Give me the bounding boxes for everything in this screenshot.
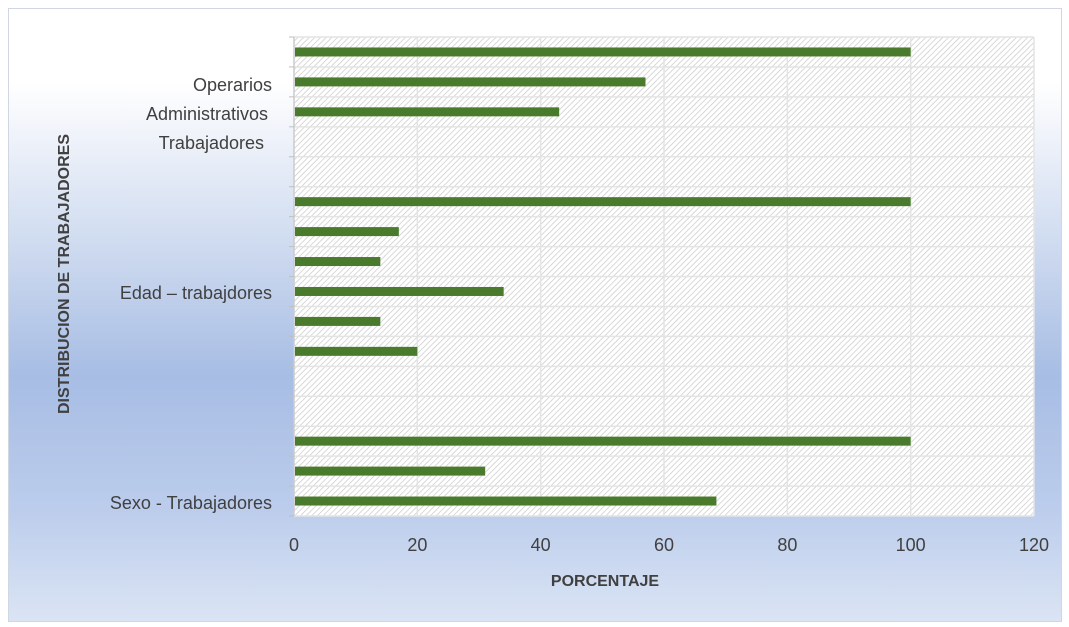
bar — [295, 77, 646, 87]
bar — [295, 227, 399, 237]
x-tick-label: 80 — [777, 535, 797, 555]
category-label-sexo: Sexo - Trabajadores — [110, 493, 272, 513]
bar — [295, 496, 717, 506]
bar — [295, 436, 911, 446]
x-tick-label: 60 — [654, 535, 674, 555]
bar — [295, 316, 381, 326]
category-labels: Operarios Administrativos Trabajadores E… — [110, 75, 272, 513]
chart-area: Operarios Administrativos Trabajadores E… — [8, 8, 1062, 622]
category-label-administrativos: Administrativos — [146, 104, 268, 124]
x-tick-label: 20 — [407, 535, 427, 555]
category-label-trabajadores: Trabajadores — [159, 133, 264, 153]
category-label-edad: Edad – trabajdores — [120, 283, 272, 303]
bar — [295, 197, 911, 207]
x-tick-label: 100 — [896, 535, 926, 555]
bar — [295, 47, 911, 57]
bar — [295, 257, 381, 267]
bar — [295, 466, 486, 476]
gridlines — [293, 36, 1035, 517]
bars — [295, 47, 911, 506]
bar — [295, 346, 418, 356]
y-axis — [289, 36, 295, 517]
y-axis-title: DISTRIBUCION DE TRABAJADORES — [56, 134, 73, 414]
x-tick-label: 40 — [531, 535, 551, 555]
bar-chart: Operarios Administrativos Trabajadores E… — [56, 36, 1049, 590]
x-tick-label: 0 — [289, 535, 299, 555]
x-tick-label: 120 — [1019, 535, 1049, 555]
x-axis-title: PORCENTAJE — [551, 573, 659, 590]
bar — [295, 107, 560, 117]
x-tick-labels: 0 20 40 60 80 100 120 — [289, 535, 1049, 555]
category-label-operarios: Operarios — [193, 75, 272, 95]
bar — [295, 286, 504, 296]
